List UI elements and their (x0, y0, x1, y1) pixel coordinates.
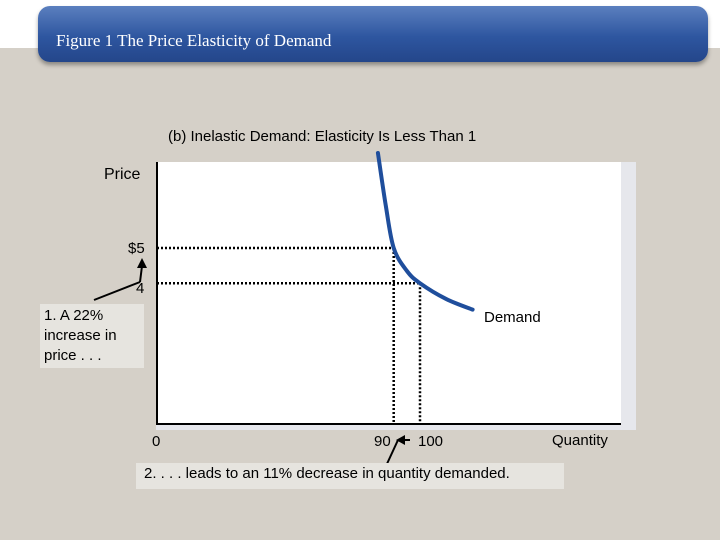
chart-title: (b) Inelastic Demand: Elasticity Is Less… (168, 128, 477, 145)
y-tick-4: 4 (136, 280, 145, 297)
quantity-arrow (385, 435, 410, 467)
quantity-change-note: 2. . . . leads to an 11% decrease in qua… (136, 463, 564, 489)
price-change-note: 1. A 22% increase in price . . . (40, 304, 144, 368)
slide-title: Figure 1 The Price Elasticity of Demand (56, 31, 332, 50)
x-tick-0: 0 (152, 433, 161, 450)
guide-lines (157, 246, 422, 424)
y-axis-label: Price (104, 166, 141, 183)
price-arrowhead (137, 258, 147, 268)
demand-curve (375, 150, 475, 312)
price-arrow (93, 258, 147, 301)
slide-title-bar (38, 6, 708, 62)
demand-curve-label: Demand (484, 309, 541, 326)
x-axis-label: Quantity (552, 432, 608, 449)
price-pointer-line (93, 281, 141, 301)
quantity-arrowhead (396, 435, 405, 445)
plot-area (156, 162, 621, 424)
y-tick-5: $5 (128, 240, 145, 257)
quantity-pointer-line (385, 439, 399, 467)
x-tick-90: 90 (374, 433, 391, 450)
price-arrow-shaft (139, 265, 143, 283)
x-tick-100: 100 (418, 433, 444, 450)
